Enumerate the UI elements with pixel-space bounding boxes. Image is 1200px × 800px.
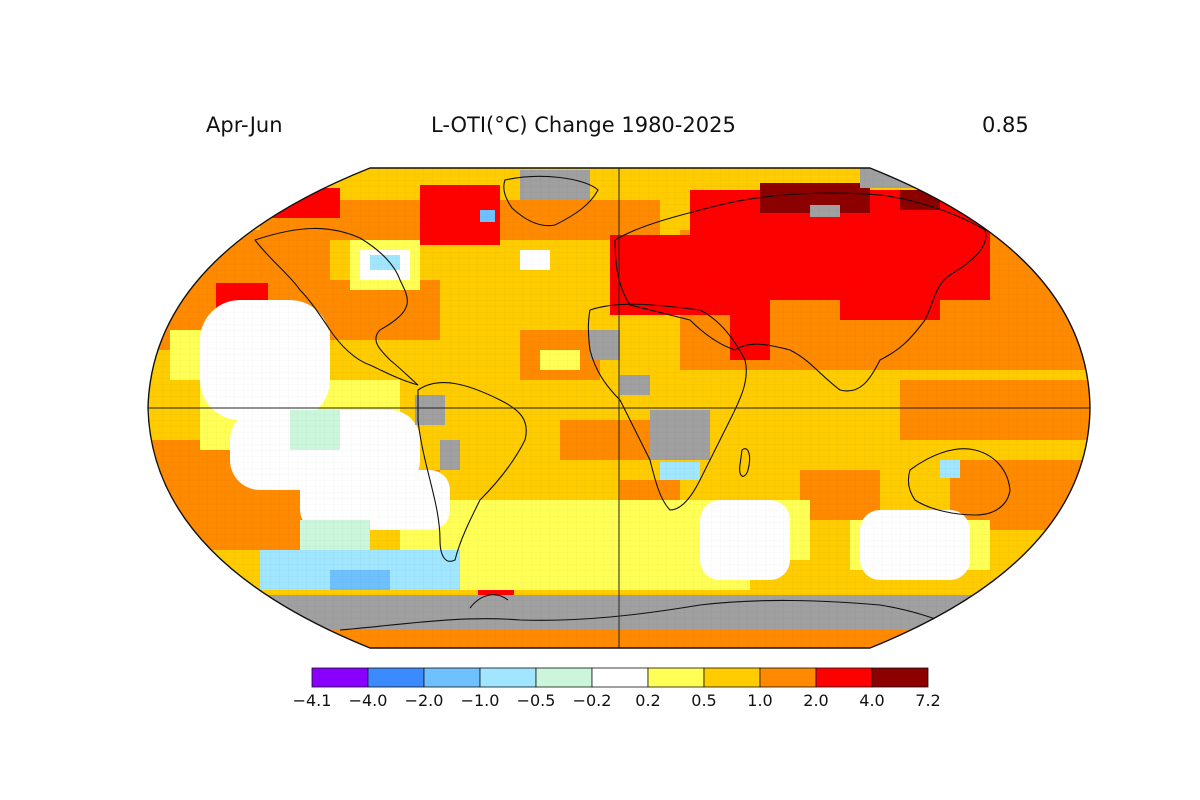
coastlines — [254, 175, 1011, 631]
colorbar-tick-label: 4.0 — [859, 691, 884, 710]
colorbar-swatch-7 — [703, 667, 761, 688]
colorbar-tick-labels: −4.1 −4.0 −2.0 −1.0 −0.5 −0.2 0.2 0.5 1.0 2.0 4.0 7… — [293, 691, 941, 710]
map-boundary — [147, 167, 1091, 649]
colorbar-tick-label: −1.0 — [461, 691, 500, 710]
colorbar-tick-label: −4.0 — [349, 691, 388, 710]
colorbar-tick-label: −0.5 — [517, 691, 556, 710]
map-title: L-OTI(°C) Change 1980-2025 — [431, 113, 736, 137]
colorbar-tick-label: −4.1 — [293, 691, 332, 710]
colorbar-swatch-2 — [423, 667, 481, 688]
colorbar-swatch-0 — [311, 667, 369, 688]
colorbar-swatch-8 — [759, 667, 817, 688]
global-mean-value: 0.85 — [982, 113, 1029, 137]
colorbar-tick-label: 0.5 — [691, 691, 716, 710]
colorbar-swatches — [311, 667, 929, 688]
colorbar-tick-label: −0.2 — [573, 691, 612, 710]
colorbar-swatch-4 — [535, 667, 593, 688]
colorbar-swatch-10 — [871, 667, 929, 688]
colorbar-tick-label: 2.0 — [803, 691, 828, 710]
season-label: Apr-Jun — [206, 113, 283, 137]
colorbar-tick-label: 0.2 — [635, 691, 660, 710]
colorbar-swatch-1 — [367, 667, 425, 688]
colorbar-swatch-5 — [591, 667, 649, 688]
colorbar-swatch-6 — [647, 667, 705, 688]
colorbar-tick-label: −2.0 — [405, 691, 444, 710]
colorbar-swatch-3 — [479, 667, 537, 688]
colorbar-swatch-9 — [815, 667, 873, 688]
colorbar-tick-label: 1.0 — [747, 691, 772, 710]
colorbar-tick-label: 7.2 — [915, 691, 940, 710]
